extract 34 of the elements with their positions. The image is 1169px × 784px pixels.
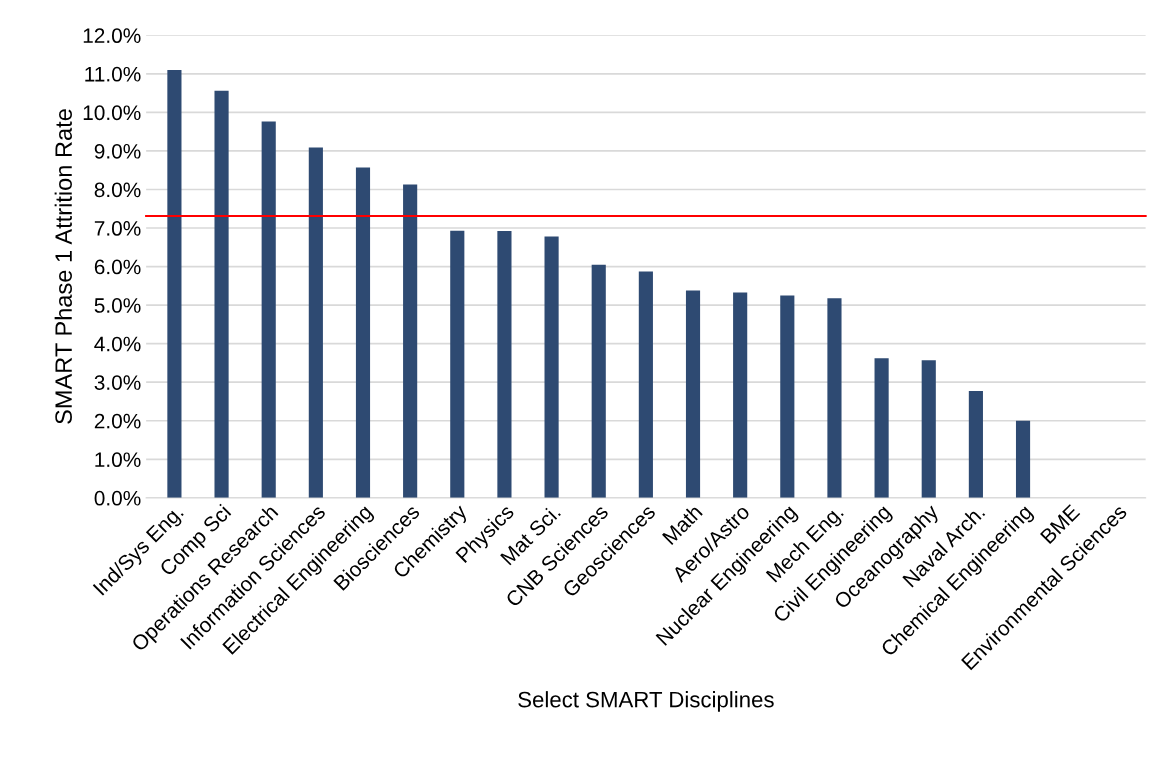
- bar: [638, 271, 653, 498]
- bar: [921, 360, 936, 498]
- y-axis-title: SMART Phase 1 Attrition Rate: [54, 109, 72, 424]
- bar: [544, 236, 559, 498]
- y-tick-label: 2.0%: [94, 413, 141, 429]
- bar: [827, 298, 842, 498]
- bar: [450, 230, 465, 498]
- bar: [591, 264, 606, 498]
- x-axis-title: Select SMART Disciplines: [518, 691, 774, 712]
- bar: [968, 391, 983, 498]
- y-tick-label: 9.0%: [94, 143, 141, 159]
- bar: [685, 290, 701, 498]
- bar: [261, 121, 276, 498]
- bar: [733, 292, 748, 498]
- y-tick-label: 5.0%: [94, 298, 141, 313]
- bar: [780, 295, 795, 498]
- y-tick-label: 6.0%: [94, 259, 141, 275]
- bar: [355, 167, 371, 498]
- y-tick-label: 12.0%: [83, 28, 141, 44]
- y-tick-label: 0.0%: [94, 490, 141, 506]
- bar: [497, 231, 512, 498]
- bar: [874, 358, 889, 498]
- y-tick-label: 7.0%: [94, 221, 141, 236]
- y-tick-label: 1.0%: [95, 452, 141, 468]
- bar: [1015, 420, 1031, 498]
- y-tick-label: 8.0%: [94, 182, 141, 198]
- y-tick-label: 10.0%: [83, 105, 141, 121]
- bar: [403, 184, 418, 498]
- y-tick-label: 3.0%: [94, 375, 141, 390]
- bar: [308, 147, 323, 498]
- y-tick-label: 4.0%: [94, 336, 141, 352]
- bar: [167, 69, 182, 498]
- bar: [214, 90, 229, 498]
- y-tick-label: 11.0%: [85, 66, 141, 82]
